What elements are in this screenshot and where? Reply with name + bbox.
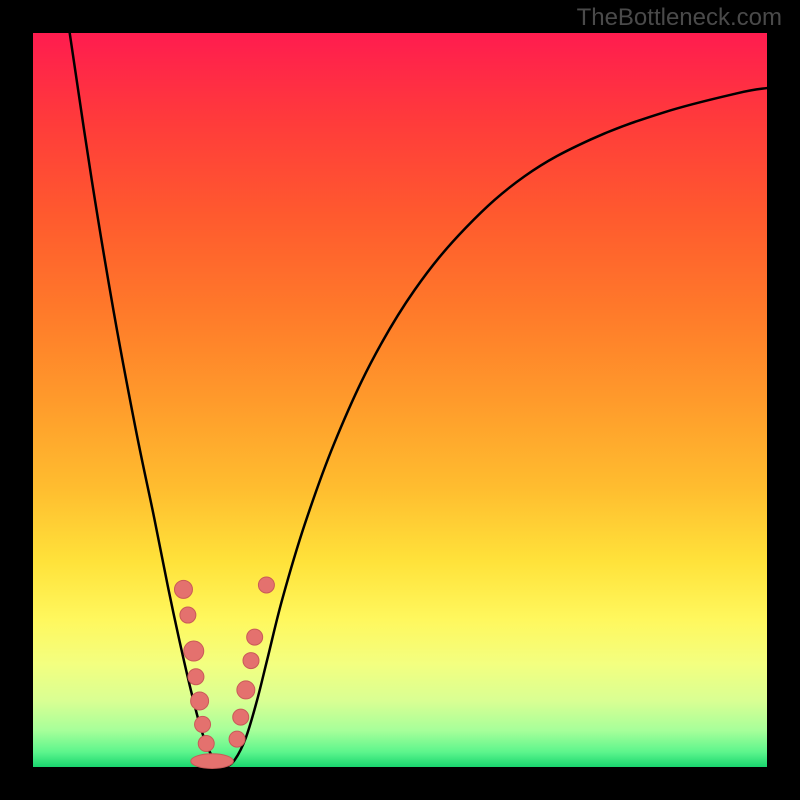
marker-dot	[174, 580, 192, 598]
marker-dot	[237, 681, 255, 699]
marker-dot	[229, 731, 245, 747]
marker-dot	[180, 607, 196, 623]
marker-dot	[191, 692, 209, 710]
marker-dot	[184, 641, 204, 661]
marker-dot	[247, 629, 263, 645]
curve-overlay	[33, 33, 767, 767]
marker-dot	[243, 653, 259, 669]
marker-group	[174, 577, 274, 768]
marker-dot	[198, 736, 214, 752]
marker-dot	[188, 669, 204, 685]
marker-dot	[233, 709, 249, 725]
marker-dot	[195, 716, 211, 732]
marker-dot	[258, 577, 274, 593]
plot-area	[33, 33, 767, 767]
marker-capsule	[191, 754, 234, 769]
chart-frame: TheBottleneck.com	[0, 0, 800, 800]
watermark-text: TheBottleneck.com	[577, 4, 782, 32]
bottleneck-curve	[70, 33, 767, 767]
